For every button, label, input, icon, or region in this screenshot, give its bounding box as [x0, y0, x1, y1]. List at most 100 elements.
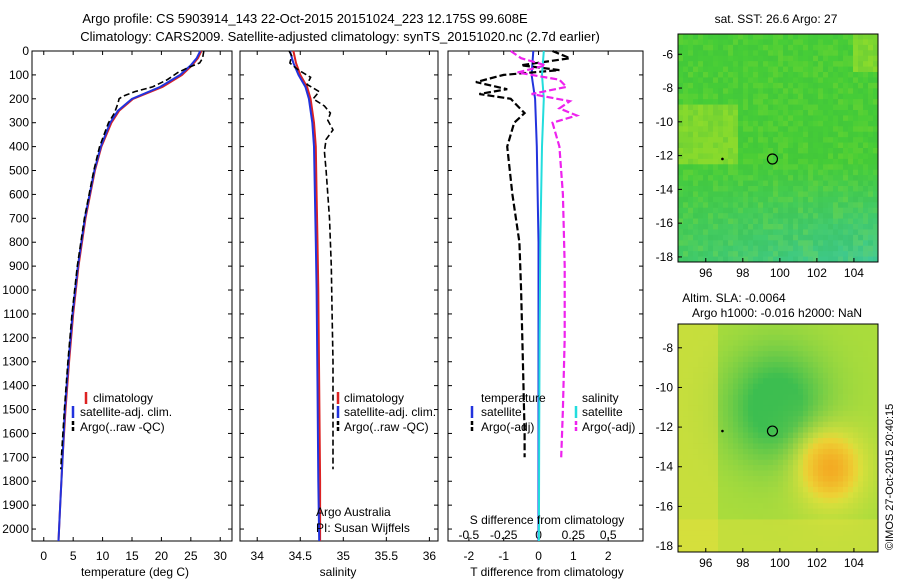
map-cell [768, 400, 774, 406]
map-cell [828, 180, 834, 187]
map-cell [713, 148, 719, 154]
map-cell [683, 153, 689, 160]
map-cell [728, 131, 734, 138]
map-cell [808, 438, 814, 444]
map-cell [863, 405, 869, 412]
map-cell [863, 476, 869, 482]
map-cell [833, 367, 839, 374]
map-cell [703, 240, 709, 247]
map-cell [838, 148, 844, 154]
map-cell [793, 191, 799, 198]
map-cell [868, 514, 874, 520]
map-cell [703, 115, 709, 122]
map-cell [868, 394, 874, 401]
map-cell [833, 120, 839, 127]
map-cell [688, 497, 694, 504]
map-cell [823, 175, 829, 181]
map-cell [833, 251, 839, 257]
map-cell [743, 196, 749, 203]
map-cell [813, 202, 819, 209]
map-cell [768, 454, 774, 461]
map-cell [848, 229, 854, 236]
x-tick-label: 2 [605, 549, 612, 563]
map-cell [693, 72, 699, 78]
map-cell [813, 329, 819, 336]
map-cell [808, 443, 814, 450]
map-cell [683, 476, 689, 482]
map-cell [733, 207, 739, 214]
map-cell [808, 492, 814, 499]
map-cell [848, 378, 854, 385]
map-cell [818, 546, 824, 553]
map-cell [793, 324, 799, 330]
map-cell [863, 438, 869, 444]
map-cell [758, 372, 764, 379]
map-cell [838, 535, 844, 542]
map-cell [843, 196, 849, 203]
map-cell [703, 142, 709, 149]
y-tick-label: 100 [9, 68, 29, 82]
map-cell [748, 256, 754, 263]
map-cell [798, 476, 804, 482]
map-cell [753, 148, 759, 154]
map-cell [818, 120, 824, 127]
map-cell [813, 389, 819, 395]
map-cell [828, 207, 834, 214]
map-cell [733, 519, 739, 526]
map-cell [678, 72, 684, 78]
map-cell [818, 345, 824, 352]
map-cell [788, 131, 794, 138]
map-cell [873, 104, 879, 111]
map-cell [708, 508, 714, 515]
map-cell [703, 389, 709, 395]
map-cell [703, 169, 709, 176]
map-cell [698, 191, 704, 198]
map-cell [708, 459, 714, 466]
map-cell [738, 93, 744, 100]
map-cell [748, 234, 754, 241]
map-cell [788, 196, 794, 203]
map-cell [758, 202, 764, 209]
map-cell [693, 503, 699, 509]
map-cell [763, 93, 769, 100]
map-cell [683, 191, 689, 198]
map-cell [688, 34, 694, 40]
map-cell [828, 229, 834, 236]
map-cell [778, 486, 784, 493]
map-cell [718, 530, 724, 537]
map-cell [758, 394, 764, 401]
map-cell [758, 481, 764, 488]
map-x-tick-label: 104 [844, 556, 864, 570]
map-cell [783, 72, 789, 78]
map-cell [873, 44, 879, 51]
map-cell [713, 362, 719, 368]
map-cell [693, 508, 699, 515]
map-cell [758, 340, 764, 347]
map-cell [753, 142, 759, 149]
map-cell [748, 519, 754, 526]
map-cell [823, 356, 829, 363]
map-cell [873, 465, 879, 471]
map-cell [773, 476, 779, 482]
map-cell [873, 34, 879, 40]
map-cell [843, 383, 849, 390]
map-cell [743, 546, 749, 553]
map-cell [763, 514, 769, 520]
map-cell [748, 508, 754, 515]
map-cell [793, 416, 799, 423]
map-cell [738, 405, 744, 412]
map-cell [778, 438, 784, 444]
map-cell [788, 454, 794, 461]
map-cell [863, 329, 869, 336]
map-cell [693, 340, 699, 347]
map-cell [713, 34, 719, 40]
map-cell [798, 470, 804, 477]
map-cell [753, 416, 759, 423]
map-cell [758, 351, 764, 357]
map-cell [693, 448, 699, 455]
map-cell [873, 229, 879, 236]
map-cell [828, 224, 834, 230]
map-cell [798, 82, 804, 89]
map-cell [808, 34, 814, 40]
map-cell [678, 93, 684, 100]
